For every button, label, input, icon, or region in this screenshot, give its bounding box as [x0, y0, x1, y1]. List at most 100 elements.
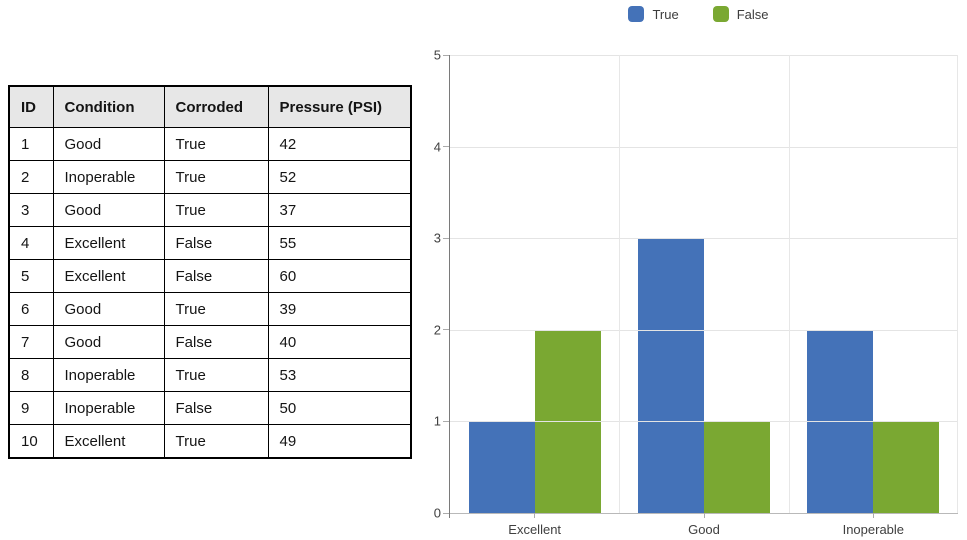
bar-true-good: [637, 238, 704, 513]
table-row: 1 Good True 42: [8, 127, 412, 161]
table-cell: 49: [267, 424, 412, 459]
column-header: Pressure (PSI): [267, 85, 412, 128]
table-cell: True: [163, 127, 269, 161]
table-cell: 50: [267, 391, 412, 425]
data-table: ID Condition Corroded Pressure (PSI) 1 Good T…: [8, 85, 412, 459]
table-cell: 8: [8, 358, 54, 392]
bar-false-good: [703, 421, 770, 513]
vertical-gridline: [619, 55, 621, 513]
y-axis-tick: [443, 329, 449, 331]
table-cell: True: [163, 292, 269, 326]
table-cell: 55: [267, 226, 412, 260]
table-cell: False: [163, 259, 269, 293]
table-cell: 60: [267, 259, 412, 293]
table-row: 6 Good True 39: [8, 292, 412, 326]
table-cell: 5: [8, 259, 54, 293]
x-axis-tick: [534, 513, 536, 518]
y-axis-label: 5: [433, 47, 441, 63]
x-axis-label: Inoperable: [842, 522, 905, 537]
gridline: [450, 55, 958, 56]
bar-chart: True False Excellent Good Inoperable 0 1 2 3 4 5: [430, 0, 967, 540]
gridline: [450, 146, 958, 148]
vertical-gridline: [957, 55, 958, 513]
table-cell: 52: [267, 160, 412, 194]
table-cell: Excellent: [52, 259, 165, 293]
y-axis-label: 2: [433, 322, 441, 338]
column-header: Condition: [52, 85, 165, 128]
table-cell: True: [163, 160, 269, 194]
table-cell: Inoperable: [52, 160, 165, 194]
chart-plot-area: Excellent Good Inoperable 0 1 2 3 4 5: [434, 48, 958, 537]
bar-false-inoperable: [873, 421, 940, 513]
table-row: 4 Excellent False 55: [8, 226, 412, 260]
legend-label: True: [652, 6, 679, 22]
table-row: 8 Inoperable True 53: [8, 358, 412, 392]
y-axis-label: 3: [433, 230, 441, 246]
bar-true-excellent: [468, 421, 535, 513]
table-cell: True: [163, 193, 269, 227]
table-cell: 37: [267, 193, 412, 227]
column-header: ID: [8, 85, 54, 128]
legend-swatch: [712, 6, 729, 22]
table-cell: True: [163, 358, 269, 392]
table-cell: Good: [52, 292, 165, 326]
table-cell: Excellent: [52, 424, 165, 459]
legend-item-false: False: [712, 6, 769, 22]
table-cell: 7: [8, 325, 54, 359]
chart-legend: True False: [430, 6, 967, 22]
legend-item-true: True: [628, 6, 679, 22]
table-cell: Excellent: [52, 226, 165, 260]
legend-swatch: [628, 6, 645, 22]
legend-label: False: [736, 6, 769, 22]
y-axis-tick: [443, 146, 449, 148]
table-cell: 6: [8, 292, 54, 326]
table-row: 9 Inoperable False 50: [8, 391, 412, 425]
table-cell: False: [163, 226, 269, 260]
table-cell: Good: [52, 325, 165, 359]
y-axis-tick: [443, 54, 449, 56]
x-axis-label: Excellent: [508, 522, 562, 537]
table-cell: 1: [8, 127, 54, 161]
table-cell: 4: [8, 226, 54, 260]
y-axis-tick: [443, 237, 449, 239]
x-axis-tick: [872, 513, 874, 518]
table-cell: 3: [8, 193, 54, 227]
table-body: 1 Good True 42 2 Inoperable True 52 3 Good True 37 4…: [8, 127, 412, 459]
table-cell: Good: [52, 127, 165, 161]
gridline: [450, 421, 958, 423]
y-axis-label: 1: [433, 413, 441, 429]
x-axis-tick: [703, 513, 705, 518]
category-group-excellent: [450, 55, 619, 513]
table-cell: False: [163, 391, 269, 425]
table-row: 5 Excellent False 60: [8, 259, 412, 293]
table-cell: 42: [267, 127, 412, 161]
category-group-inoperable: [789, 55, 958, 513]
gridline: [450, 238, 958, 240]
table-cell: 40: [267, 325, 412, 359]
table-row: 2 Inoperable True 52: [8, 160, 412, 194]
table-row: 3 Good True 37: [8, 193, 412, 227]
table-cell: Good: [52, 193, 165, 227]
table-cell: 2: [8, 160, 54, 194]
y-axis-line: [449, 55, 450, 518]
table-cell: True: [163, 424, 269, 459]
y-axis-tick: [443, 512, 449, 514]
table-cell: 53: [267, 358, 412, 392]
table-cell: Inoperable: [52, 391, 165, 425]
table-cell: False: [163, 325, 269, 359]
table-row: 7 Good False 40: [8, 325, 412, 359]
y-axis-label: 4: [433, 139, 441, 155]
gridline: [450, 329, 958, 331]
y-axis-tick: [443, 420, 449, 422]
bars-container: [450, 55, 958, 513]
table-header-row: ID Condition Corroded Pressure (PSI): [8, 85, 412, 128]
table-row: 10 Excellent True 49: [8, 424, 412, 459]
x-axis-label: Good: [688, 522, 720, 537]
table-cell: 10: [8, 424, 54, 459]
x-axis-labels: Excellent Good Inoperable: [450, 522, 958, 537]
vertical-gridline: [788, 55, 790, 513]
column-header: Corroded: [163, 85, 269, 128]
y-axis-label: 0: [433, 505, 441, 521]
category-group-good: [619, 55, 788, 513]
table-cell: 9: [8, 391, 54, 425]
